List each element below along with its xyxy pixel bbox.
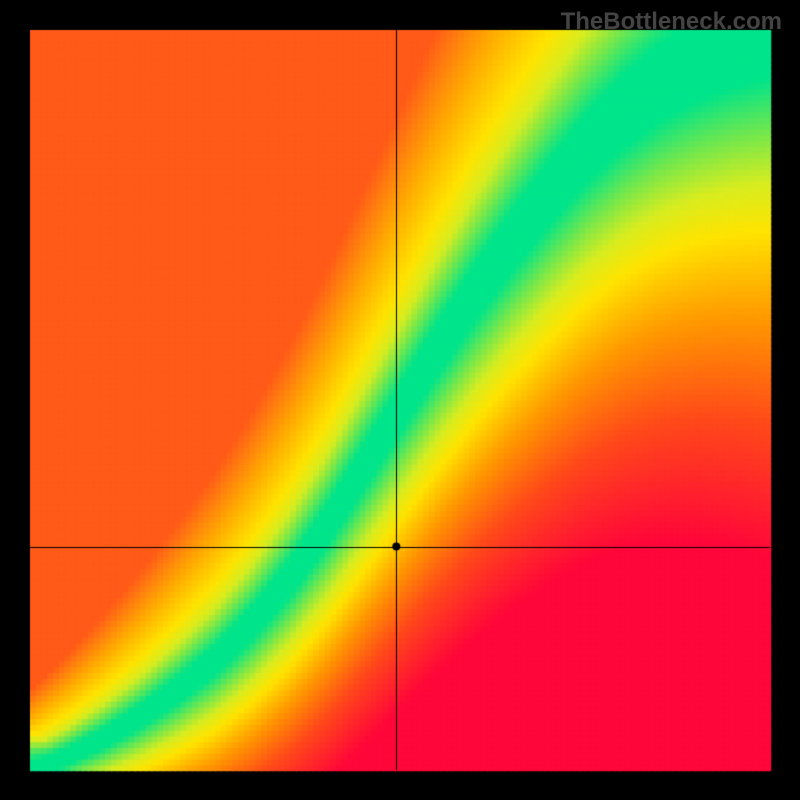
watermark-label: TheBottleneck.com <box>561 8 782 36</box>
bottleneck-heatmap <box>0 0 800 800</box>
